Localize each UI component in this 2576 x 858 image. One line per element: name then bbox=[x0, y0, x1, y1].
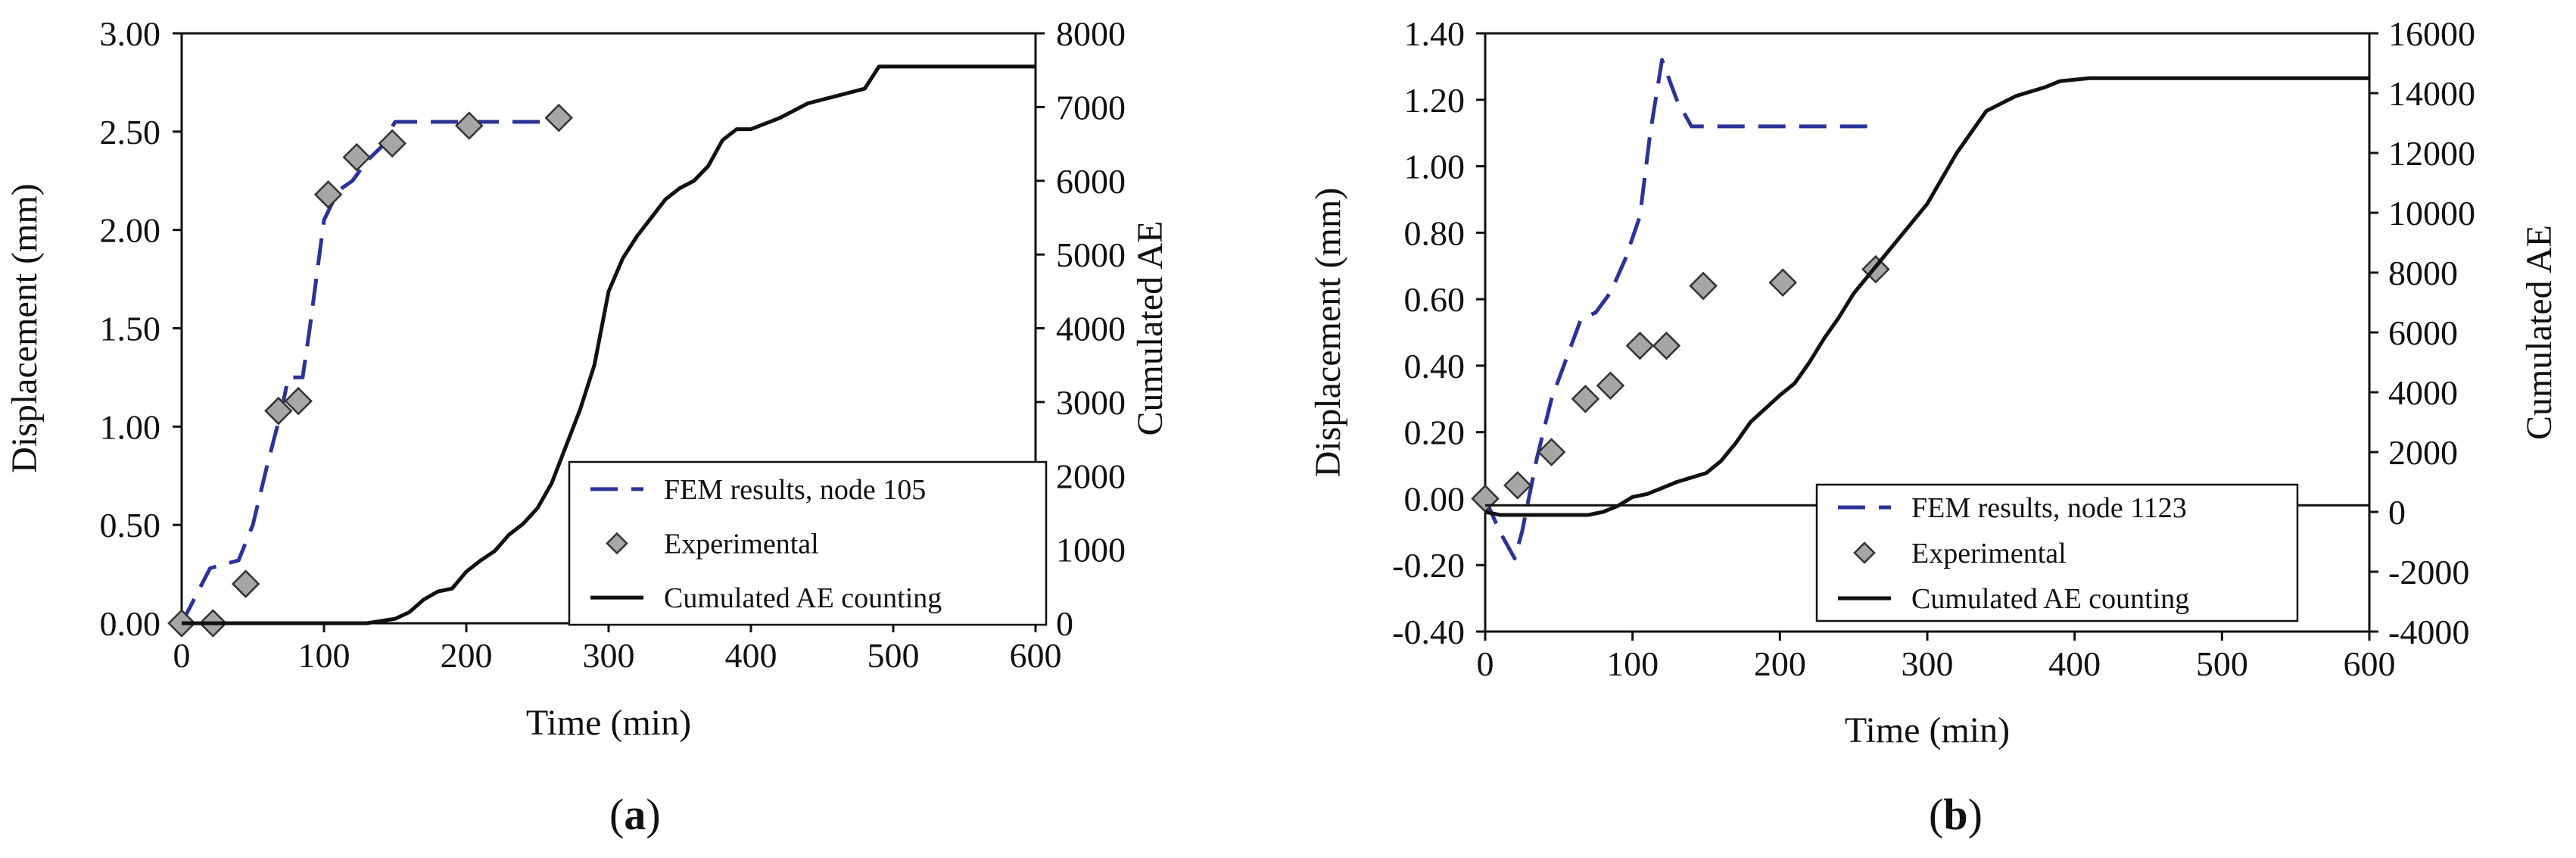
x-tick-label: 200 bbox=[1754, 644, 1806, 683]
x-axis-title: Time (min) bbox=[1845, 710, 2010, 750]
experimental-point bbox=[1625, 331, 1655, 360]
y-tick-label: 0.60 bbox=[1404, 280, 1466, 319]
experimental-point bbox=[1537, 438, 1566, 466]
y2-tick-label: 6000 bbox=[1056, 162, 1126, 201]
y-tick-label: 1.00 bbox=[1404, 148, 1466, 186]
experimental-point bbox=[1503, 471, 1532, 500]
x-tick-label: 400 bbox=[725, 636, 777, 675]
y-tick-label: 0.50 bbox=[100, 506, 161, 544]
x-tick-label: 200 bbox=[441, 636, 493, 675]
legend-marker bbox=[606, 532, 628, 555]
experimental-point bbox=[1596, 371, 1625, 400]
y-tick-label: 2.00 bbox=[100, 211, 161, 250]
experimental-point bbox=[231, 569, 260, 598]
y2-axis-title: Cumulated AE bbox=[2519, 225, 2559, 440]
y-tick-label: 1.50 bbox=[100, 310, 161, 348]
x-tick-label: 300 bbox=[1902, 644, 1954, 683]
y2-tick-label: 4000 bbox=[2388, 373, 2458, 412]
y2-tick-label: 2000 bbox=[1056, 457, 1126, 495]
y-tick-label: 0.40 bbox=[1404, 347, 1466, 385]
experimental-point bbox=[544, 103, 573, 133]
y2-tick-label: -2000 bbox=[2388, 553, 2469, 591]
x-tick-label: 500 bbox=[867, 636, 920, 675]
panel-label: (a) bbox=[609, 790, 661, 839]
y2-tick-label: 4000 bbox=[1056, 310, 1126, 348]
legend: FEM results, node 105 Experimental Cumulat… bbox=[568, 460, 1048, 626]
fem-line bbox=[1483, 58, 1876, 560]
y2-tick-label: 10000 bbox=[2388, 194, 2475, 232]
y-tick-label: 0.00 bbox=[1404, 479, 1466, 518]
x-tick-label: 100 bbox=[1606, 644, 1659, 683]
y2-tick-label: 2000 bbox=[2388, 433, 2458, 472]
legend-marker bbox=[1853, 541, 1876, 564]
y2-tick-label: 8000 bbox=[2388, 254, 2458, 292]
ae-cumulative-line bbox=[1484, 76, 2369, 517]
y2-tick-label: 3000 bbox=[1056, 383, 1126, 422]
experimental-point bbox=[342, 142, 372, 172]
experimental-point bbox=[1689, 271, 1718, 301]
legend: FEM results, node 1123 Experimental Cumula… bbox=[1815, 483, 2299, 622]
legend-box bbox=[1815, 483, 2299, 622]
experimental-point bbox=[454, 111, 484, 140]
x-tick-label: 600 bbox=[2344, 644, 2396, 683]
y2-tick-label: 14000 bbox=[2388, 74, 2475, 113]
chart-panel-a: 0 100 200 300 400 500 600 0.00 0.50 1.00 1.50 2.00 2… bbox=[5, 14, 1170, 839]
experimental-point bbox=[284, 386, 313, 416]
y2-tick-label: 0 bbox=[1056, 604, 1073, 643]
ae-cumulative-line bbox=[182, 64, 1036, 626]
legend-label: Experimental bbox=[664, 529, 819, 560]
experimental-point bbox=[1768, 268, 1797, 297]
chart-panel-b: 0 100 200 300 400 500 600 -0.40 -0.20 0.00 0.20 0.4… bbox=[1308, 14, 2559, 839]
experimental-point bbox=[1571, 385, 1600, 413]
x-axis-title: Time (min) bbox=[526, 703, 691, 743]
x-tick-label: 0 bbox=[173, 636, 191, 675]
legend-label: FEM results, node 1123 bbox=[1911, 492, 2187, 524]
experimental-point bbox=[1471, 484, 1500, 513]
y2-tick-label: 12000 bbox=[2388, 134, 2475, 173]
legend-box bbox=[568, 460, 1048, 626]
y-tick-label: 1.00 bbox=[100, 407, 161, 446]
y-tick-label: 0.20 bbox=[1404, 413, 1466, 452]
fem-line bbox=[179, 120, 566, 625]
y-tick-label: 2.50 bbox=[100, 113, 161, 151]
legend-label: Cumulated AE counting bbox=[1911, 583, 2189, 615]
panel-label: (b) bbox=[1929, 790, 1983, 839]
x-tick-label: 100 bbox=[298, 636, 350, 675]
experimental-point bbox=[1652, 331, 1681, 360]
y-tick-label: 1.20 bbox=[1404, 81, 1466, 120]
experimental-point bbox=[264, 396, 293, 426]
x-tick-label: 300 bbox=[583, 636, 635, 675]
legend-label: FEM results, node 105 bbox=[664, 474, 926, 506]
y-axis-title: Displacement (mm) bbox=[5, 183, 45, 473]
y-tick-label: 3.00 bbox=[100, 14, 161, 53]
y-tick-label: 0.80 bbox=[1404, 214, 1466, 252]
y2-tick-label: 6000 bbox=[2388, 314, 2458, 352]
x-tick-label: 400 bbox=[2048, 644, 2101, 683]
y-tick-label: -0.20 bbox=[1392, 546, 1465, 585]
y2-tick-label: -4000 bbox=[2388, 613, 2469, 651]
y2-tick-label: 16000 bbox=[2388, 14, 2475, 53]
y2-tick-label: 1000 bbox=[1056, 531, 1126, 569]
y2-tick-label: 8000 bbox=[1056, 14, 1126, 53]
y2-tick-label: 0 bbox=[2388, 493, 2406, 532]
x-tick-label: 600 bbox=[1010, 636, 1062, 675]
y-tick-label: 1.40 bbox=[1404, 14, 1466, 53]
x-tick-label: 0 bbox=[1477, 644, 1494, 683]
legend-label: Cumulated AE counting bbox=[664, 582, 942, 614]
y2-tick-label: 5000 bbox=[1056, 236, 1126, 274]
y-tick-label: 0.00 bbox=[100, 604, 161, 643]
experimental-point bbox=[378, 129, 407, 158]
legend-label: Experimental bbox=[1911, 538, 2067, 569]
experimental-point bbox=[313, 180, 343, 209]
y-tick-label: -0.40 bbox=[1392, 613, 1465, 651]
y-axis-title: Displacement (mm) bbox=[1308, 188, 1348, 478]
y2-tick-label: 7000 bbox=[1056, 88, 1126, 126]
y2-axis-title: Cumulated AE bbox=[1130, 221, 1170, 436]
x-tick-label: 500 bbox=[2196, 644, 2248, 683]
